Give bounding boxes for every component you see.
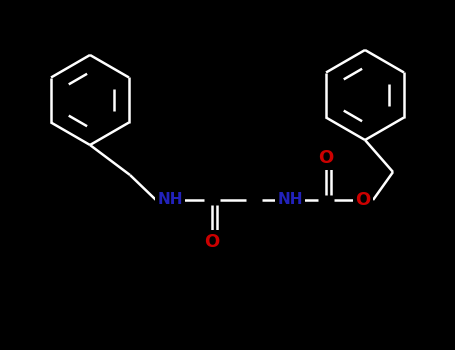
Text: O: O	[204, 233, 220, 251]
Text: O: O	[355, 191, 371, 209]
Text: NH: NH	[157, 193, 183, 208]
Text: O: O	[318, 149, 334, 167]
Text: NH: NH	[277, 193, 303, 208]
